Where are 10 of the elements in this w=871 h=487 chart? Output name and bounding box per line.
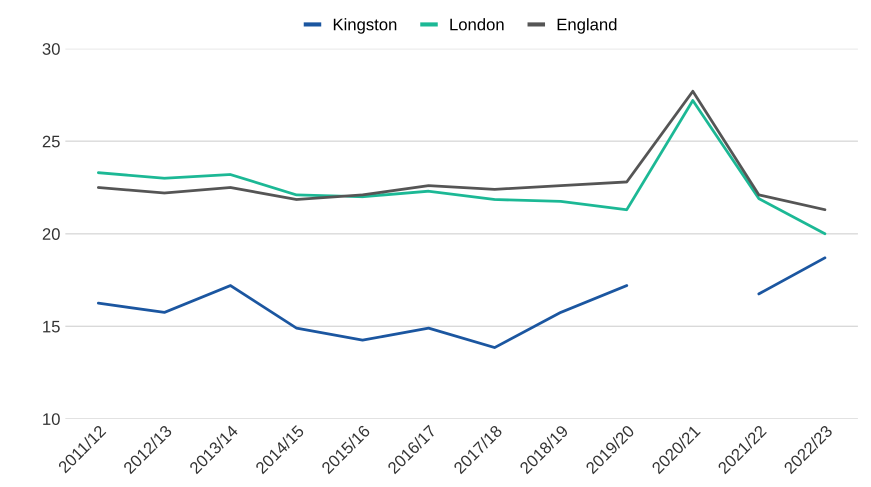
line-series: [96, 90, 826, 212]
y-tick-label: 15: [43, 320, 60, 332]
line-series: [96, 99, 826, 236]
legend-label: England: [558, 18, 616, 34]
y-tick-label: 20: [42, 228, 60, 240]
y-tick-label: 10: [43, 413, 60, 426]
y-tick-label: 25: [42, 136, 60, 148]
y-tick-label: 30: [42, 43, 60, 55]
legend-label: London: [450, 18, 504, 30]
legend-label: Kingston: [334, 18, 396, 34]
